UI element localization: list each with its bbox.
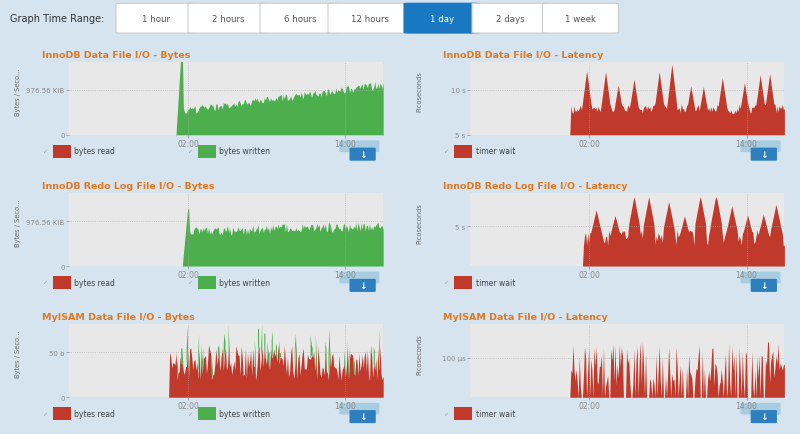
Text: timer wait: timer wait (476, 278, 515, 287)
Text: 1 week: 1 week (565, 15, 596, 23)
Text: 12 hours: 12 hours (351, 15, 389, 23)
Text: MyISAM Data File I/O - Latency: MyISAM Data File I/O - Latency (443, 312, 608, 321)
Text: Bytes / Seco...: Bytes / Seco... (15, 68, 21, 115)
Text: InnoDB Redo Log File I/O - Latency: InnoDB Redo Log File I/O - Latency (443, 181, 628, 191)
FancyBboxPatch shape (350, 410, 376, 423)
Text: InnoDB Data File I/O - Latency: InnoDB Data File I/O - Latency (443, 50, 603, 59)
Bar (198, 145, 216, 158)
FancyBboxPatch shape (328, 4, 412, 34)
Bar (454, 145, 472, 158)
Text: bytes written: bytes written (219, 278, 270, 287)
Text: Picoseconds: Picoseconds (416, 333, 422, 374)
Text: ↓: ↓ (359, 151, 366, 159)
Text: ↓: ↓ (760, 281, 767, 290)
FancyBboxPatch shape (741, 272, 781, 284)
Text: 2 hours: 2 hours (212, 15, 244, 23)
FancyBboxPatch shape (116, 4, 196, 34)
FancyBboxPatch shape (339, 403, 379, 414)
Text: ↓: ↓ (760, 151, 767, 159)
Text: bytes read: bytes read (74, 409, 115, 418)
FancyBboxPatch shape (339, 272, 379, 284)
FancyBboxPatch shape (750, 279, 777, 292)
Text: ✓: ✓ (42, 149, 47, 154)
Text: Picoseconds: Picoseconds (416, 71, 422, 112)
FancyBboxPatch shape (350, 279, 376, 292)
Text: Graph Time Range:: Graph Time Range: (10, 14, 104, 24)
FancyBboxPatch shape (188, 4, 268, 34)
Text: ✓: ✓ (443, 280, 449, 285)
FancyBboxPatch shape (750, 148, 777, 161)
Text: ✓: ✓ (42, 411, 47, 416)
Text: Bytes / Seco...: Bytes / Seco... (15, 199, 21, 247)
Text: ↓: ↓ (359, 412, 366, 421)
Text: 1 day: 1 day (430, 15, 454, 23)
Text: ✓: ✓ (443, 149, 449, 154)
FancyBboxPatch shape (741, 403, 781, 414)
FancyBboxPatch shape (750, 410, 777, 423)
Bar (198, 407, 216, 420)
Text: 2 days: 2 days (496, 15, 524, 23)
Text: Picoseconds: Picoseconds (416, 202, 422, 243)
FancyBboxPatch shape (339, 141, 379, 153)
Bar (454, 407, 472, 420)
FancyBboxPatch shape (741, 141, 781, 153)
Text: ✓: ✓ (187, 280, 192, 285)
Text: InnoDB Redo Log File I/O - Bytes: InnoDB Redo Log File I/O - Bytes (42, 181, 214, 191)
Text: Bytes / Seco...: Bytes / Seco... (15, 330, 21, 377)
Text: timer wait: timer wait (476, 409, 515, 418)
Text: MyISAM Data File I/O - Bytes: MyISAM Data File I/O - Bytes (42, 312, 194, 321)
Text: ↓: ↓ (359, 281, 366, 290)
Bar (454, 276, 472, 289)
Text: bytes read: bytes read (74, 278, 115, 287)
Text: ✓: ✓ (187, 411, 192, 416)
Text: ✓: ✓ (443, 411, 449, 416)
Bar (53, 276, 71, 289)
Text: bytes read: bytes read (74, 147, 115, 156)
Bar (198, 276, 216, 289)
FancyBboxPatch shape (350, 148, 376, 161)
FancyBboxPatch shape (472, 4, 548, 34)
FancyBboxPatch shape (542, 4, 618, 34)
Text: ✓: ✓ (187, 149, 192, 154)
Text: ↓: ↓ (760, 412, 767, 421)
Text: timer wait: timer wait (476, 147, 515, 156)
Text: bytes written: bytes written (219, 147, 270, 156)
Text: InnoDB Data File I/O - Bytes: InnoDB Data File I/O - Bytes (42, 50, 190, 59)
Bar (53, 407, 71, 420)
Text: ✓: ✓ (42, 280, 47, 285)
FancyBboxPatch shape (260, 4, 340, 34)
Text: 6 hours: 6 hours (284, 15, 316, 23)
Text: 1 hour: 1 hour (142, 15, 170, 23)
FancyBboxPatch shape (404, 4, 480, 34)
Bar (53, 145, 71, 158)
Text: bytes written: bytes written (219, 409, 270, 418)
